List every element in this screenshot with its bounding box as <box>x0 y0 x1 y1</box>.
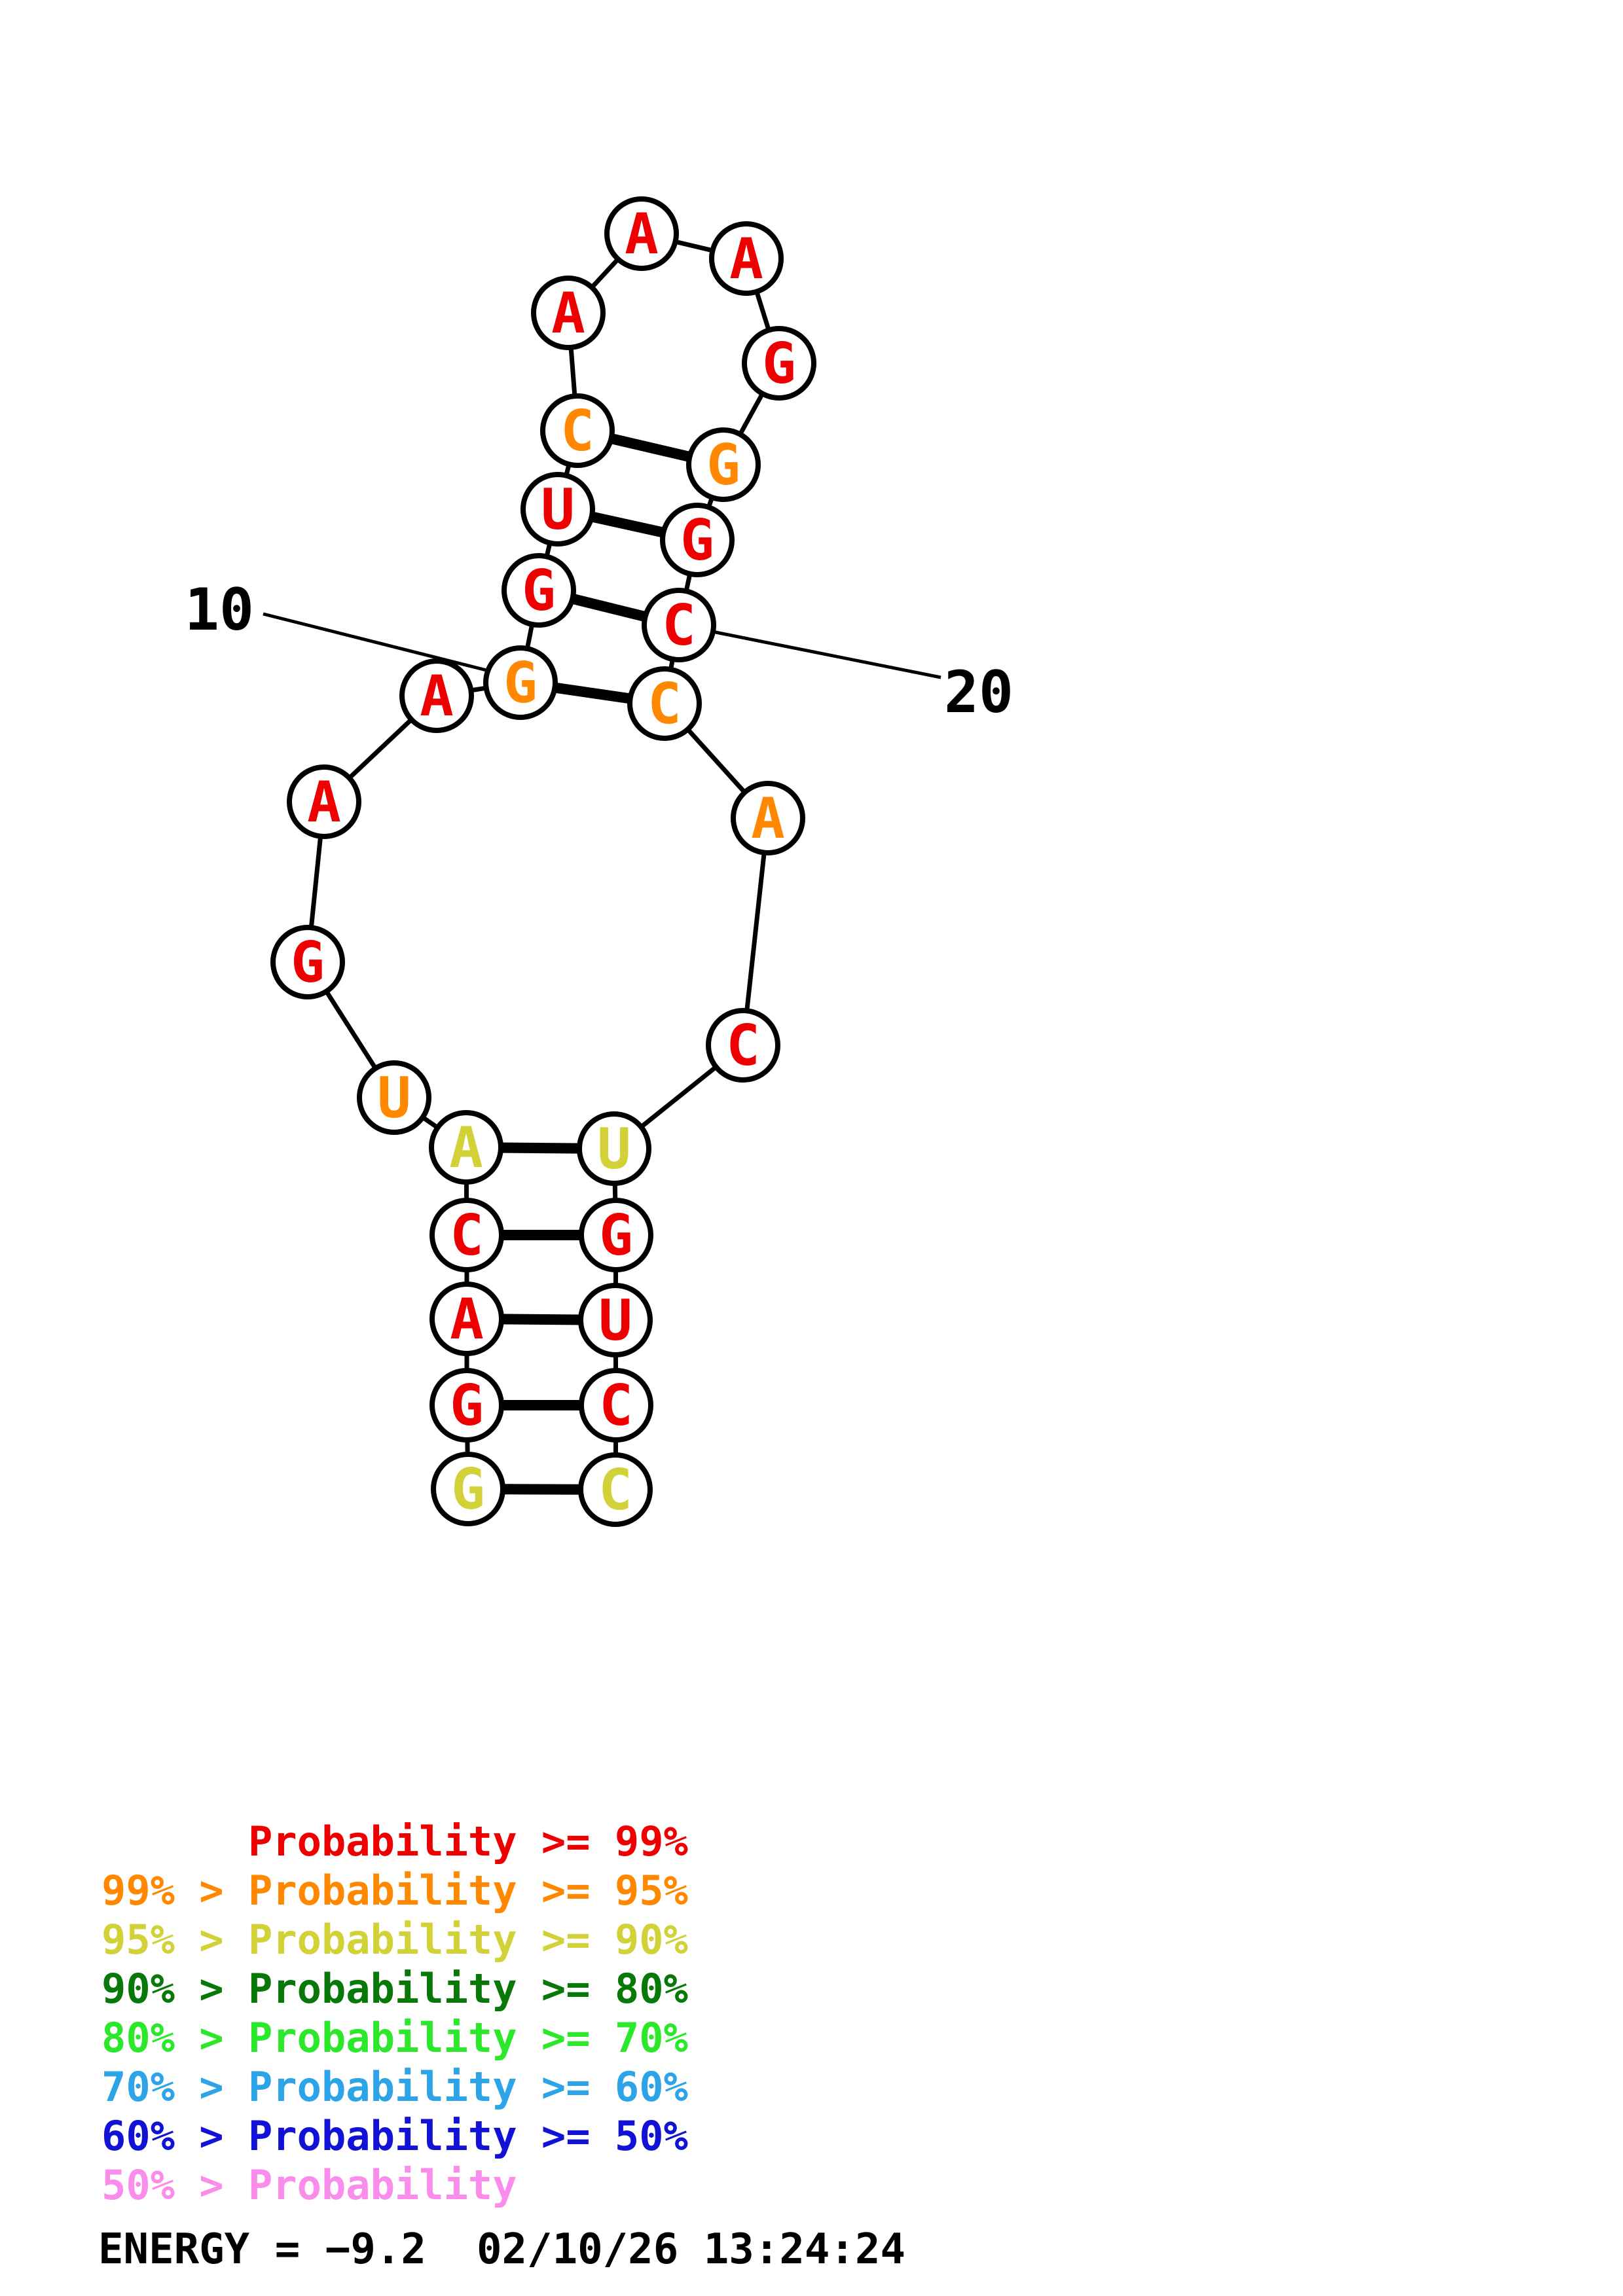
sequence-label-10: 10 <box>185 576 254 643</box>
legend-row-90-80: 90% > Probability >= 80% <box>101 1965 688 2013</box>
nucleotide-base-4: C <box>450 1203 484 1268</box>
nucleotide-base-3: A <box>450 1287 484 1352</box>
nucleotide-circle-28 <box>578 1452 653 1527</box>
backbone-segment-22-23 <box>740 816 771 1048</box>
nucleotide-base-22: A <box>751 786 785 852</box>
nucleotide-circle-7 <box>270 925 345 999</box>
nucleotide-circle-17 <box>742 326 816 401</box>
nucleotide-circle-26 <box>578 1283 653 1357</box>
nucleotide-circle-20 <box>642 588 716 662</box>
nucleotide-circle-19 <box>660 503 735 577</box>
legend-row-99-95: 99% > Probability >= 95% <box>101 1867 688 1914</box>
nucleotide-base-16: A <box>729 226 763 292</box>
legend-row-70-60: 70% > Probability >= 60% <box>101 2063 688 2111</box>
nucleotide-base-17: G <box>762 331 796 397</box>
label-pointer-line-20 <box>712 630 941 679</box>
nucleotide-base-14: A <box>551 281 585 346</box>
nucleotide-base-27: C <box>599 1373 633 1439</box>
legend-row-99: Probability >= 99% <box>101 1818 688 1865</box>
sequence-label-20: 20 <box>944 658 1013 726</box>
nucleotide-base-24: U <box>597 1117 631 1182</box>
nucleotide-circle-24 <box>577 1111 651 1186</box>
nucleotide-circle-21 <box>627 666 702 741</box>
nucleotide-base-28: C <box>598 1458 632 1523</box>
nucleotide-circle-5 <box>429 1110 503 1185</box>
nucleotide-circle-22 <box>731 781 805 855</box>
nucleotide-base-2: G <box>450 1373 484 1439</box>
nucleotide-base-23: C <box>726 1013 760 1079</box>
nucleotide-circle-1 <box>431 1452 505 1526</box>
nucleotide-circle-11 <box>501 553 576 628</box>
legend-row-below-50: 50% > Probability <box>101 2161 517 2209</box>
nucleotide-base-18: G <box>706 433 740 498</box>
nucleotide-base-1: G <box>451 1457 485 1522</box>
nucleotide-base-12: U <box>541 477 575 543</box>
nucleotide-base-15: A <box>625 202 659 267</box>
nucleotide-base-26: U <box>598 1288 632 1354</box>
nucleotide-circle-16 <box>709 221 784 296</box>
nucleotide-circle-14 <box>531 276 606 350</box>
legend-row-80-70: 80% > Probability >= 70% <box>101 2014 688 2062</box>
nucleotide-base-10: G <box>503 651 538 716</box>
nucleotide-base-6: U <box>377 1066 411 1131</box>
nucleotide-circle-15 <box>604 196 679 271</box>
nucleotide-base-8: A <box>307 770 341 835</box>
legend-row-60-50: 60% > Probability >= 50% <box>101 2112 688 2160</box>
nucleotide-base-5: A <box>449 1115 483 1181</box>
nucleotide-circle-23 <box>706 1008 780 1083</box>
nucleotide-circle-25 <box>579 1198 653 1272</box>
nucleotide-circle-8 <box>287 764 361 839</box>
nucleotide-circle-27 <box>579 1368 653 1443</box>
probability-legend: Probability >= 99% 99% > Probability >= … <box>101 1817 688 2210</box>
nucleotide-base-13: C <box>560 399 594 464</box>
nucleotide-circle-4 <box>429 1198 504 1272</box>
nucleotide-circle-6 <box>357 1060 431 1135</box>
nucleotide-base-25: G <box>599 1203 633 1268</box>
nucleotide-circle-12 <box>520 472 595 547</box>
nucleotide-base-9: A <box>420 664 454 729</box>
legend-row-95-90: 95% > Probability >= 90% <box>101 1916 688 1964</box>
nucleotide-base-20: C <box>662 593 696 658</box>
nucleotide-base-7: G <box>291 930 325 996</box>
energy-readout: ENERGY = −9.2 02/10/26 13:24:24 <box>98 2225 905 2274</box>
nucleotide-circle-18 <box>686 427 761 502</box>
label-pointer-line-10 <box>263 612 490 673</box>
nucleotide-base-11: G <box>522 558 556 624</box>
nucleotide-circle-10 <box>483 645 558 720</box>
nucleotide-base-19: G <box>680 508 714 573</box>
nucleotide-circle-3 <box>429 1282 504 1356</box>
nucleotide-base-21: C <box>647 672 682 737</box>
nucleotide-circle-9 <box>399 658 474 733</box>
nucleotide-circle-13 <box>540 393 615 468</box>
nucleotide-circle-2 <box>429 1368 504 1443</box>
